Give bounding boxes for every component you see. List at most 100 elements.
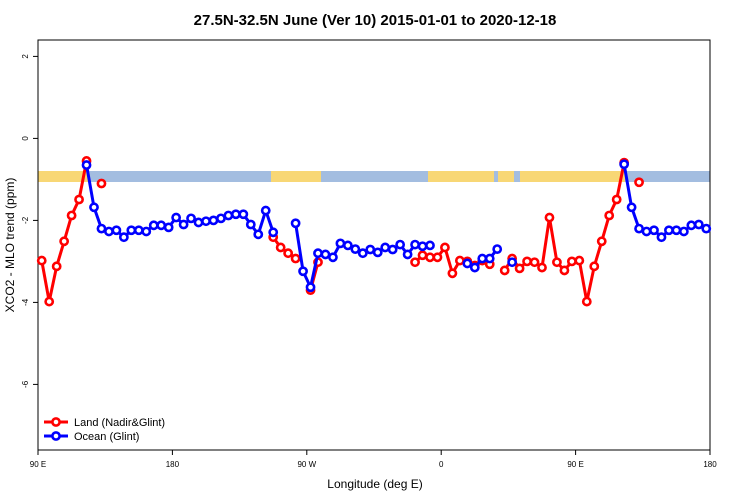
data-point xyxy=(522,256,532,267)
y-tick-label: 0 xyxy=(21,136,30,141)
data-point xyxy=(372,247,383,258)
data-point xyxy=(186,213,196,224)
legend-label: Ocean (Glint) xyxy=(74,431,139,443)
data-point xyxy=(589,261,600,272)
chart-title: 27.5N-32.5N June (Ver 10) 2015-01-01 to … xyxy=(194,12,557,29)
y-tick-label: -2 xyxy=(21,216,30,224)
plot-frame xyxy=(37,39,711,451)
data-point xyxy=(484,253,495,264)
data-point xyxy=(365,244,376,255)
data-point xyxy=(544,212,555,223)
data-point xyxy=(253,229,264,240)
data-point xyxy=(59,236,70,247)
x-tick-label: 90 W xyxy=(297,460,316,469)
data-point xyxy=(402,249,413,260)
data-point xyxy=(298,266,308,277)
data-point xyxy=(492,244,503,254)
data-point xyxy=(357,248,368,259)
y-tick-label: 2 xyxy=(21,54,30,59)
data-point xyxy=(268,227,279,238)
data-point xyxy=(499,265,510,276)
data-point xyxy=(447,268,458,279)
data-point xyxy=(649,225,659,236)
data-point xyxy=(104,226,114,237)
data-point xyxy=(328,252,338,263)
data-point xyxy=(417,241,428,252)
data-point xyxy=(507,257,518,268)
data-point xyxy=(619,159,630,170)
data-point xyxy=(74,194,84,205)
y-axis-label: XCO2 - MLO trend (ppm) xyxy=(3,178,17,313)
data-point xyxy=(320,249,331,260)
data-point xyxy=(626,202,637,213)
data-point xyxy=(201,216,211,227)
data-point xyxy=(387,244,398,255)
data-point xyxy=(305,282,316,293)
data-point xyxy=(604,210,615,221)
y-tick-label: -4 xyxy=(21,298,30,306)
legend-marker xyxy=(51,431,61,441)
data-point xyxy=(171,212,182,223)
x-axis-label: Longitude (deg E) xyxy=(327,477,422,491)
data-point xyxy=(283,248,294,259)
data-point xyxy=(574,255,585,266)
data-point xyxy=(96,223,107,234)
data-point xyxy=(208,215,219,226)
data-point xyxy=(313,248,323,259)
x-tick-label: 90 E xyxy=(30,460,46,469)
data-point xyxy=(81,160,92,170)
data-point xyxy=(342,240,353,251)
data-point xyxy=(537,262,547,273)
data-point xyxy=(216,213,226,224)
data-point xyxy=(260,205,271,216)
data-point xyxy=(51,261,62,272)
data-point xyxy=(290,253,301,264)
data-point xyxy=(380,242,391,253)
data-point xyxy=(44,296,55,307)
data-point xyxy=(66,210,77,221)
data-point xyxy=(454,255,465,266)
data-point xyxy=(89,202,99,213)
data-point xyxy=(350,244,361,254)
data-point xyxy=(440,242,450,253)
series-line xyxy=(503,162,626,302)
data-point xyxy=(163,222,174,233)
land-strip xyxy=(498,171,514,182)
data-point xyxy=(141,226,152,237)
data-point xyxy=(462,258,473,269)
data-point xyxy=(245,219,256,230)
land-ocean-strip xyxy=(38,171,710,182)
legend-label: Land (Nadir&Glint) xyxy=(74,417,165,429)
data-point xyxy=(671,225,682,236)
land-strip xyxy=(428,171,494,182)
data-point xyxy=(290,218,301,229)
data-point xyxy=(230,209,241,220)
data-point xyxy=(410,257,420,268)
land-strip xyxy=(520,171,625,182)
data-point xyxy=(425,252,435,263)
data-point xyxy=(581,296,592,307)
x-tick-label: 180 xyxy=(703,460,717,469)
legend-marker xyxy=(51,417,61,427)
data-point xyxy=(133,225,144,236)
data-point xyxy=(559,265,570,276)
land-strip xyxy=(271,171,321,182)
data-point xyxy=(223,210,234,221)
data-point xyxy=(193,217,204,228)
data-point xyxy=(641,226,652,237)
data-point xyxy=(701,223,712,234)
data-point xyxy=(664,225,674,236)
data-point xyxy=(656,232,667,243)
data-point xyxy=(96,178,107,189)
data-point xyxy=(410,239,420,250)
data-point xyxy=(596,236,607,247)
data-point xyxy=(432,252,443,263)
data-point xyxy=(335,238,346,249)
data-point xyxy=(238,209,249,220)
data-point xyxy=(156,220,167,231)
ocean-strip xyxy=(38,171,710,182)
data-point xyxy=(126,225,137,236)
data-point xyxy=(118,232,129,243)
x-tick-label: 180 xyxy=(166,460,180,469)
data-point xyxy=(148,220,159,231)
